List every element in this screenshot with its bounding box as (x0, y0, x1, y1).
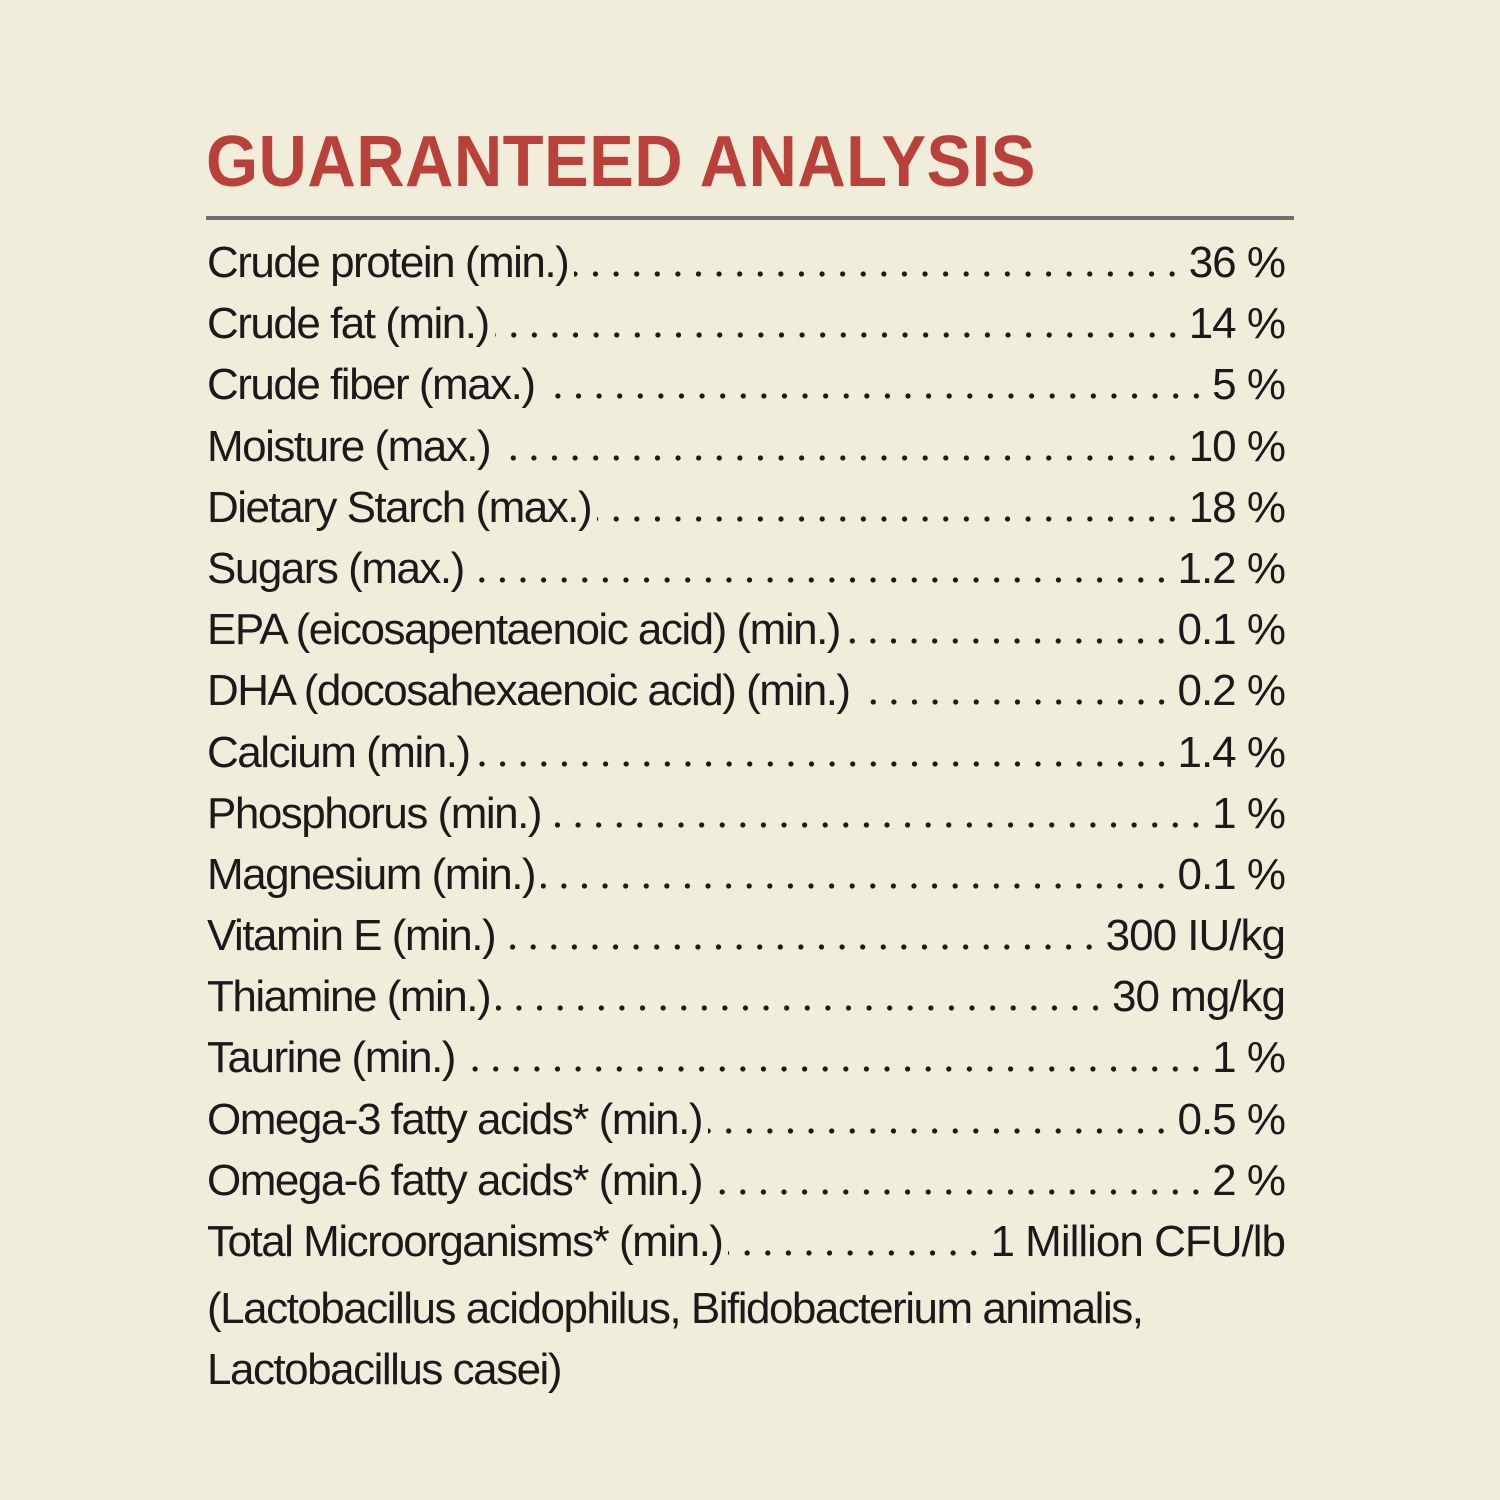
row-value: 0.1 % (1177, 605, 1285, 655)
row-label: Omega-3 fatty acids* (min.) (207, 1094, 704, 1144)
analysis-row-omega-3: Omega-3 fatty acids* (min.) 0.5 % (207, 1095, 1285, 1156)
row-value: 1 % (1212, 788, 1285, 838)
row-label: DHA (docosahexaenoic acid) (min.) (207, 666, 851, 716)
analysis-row-epa: EPA (eicosapentaenoic acid) (min.) 0.1 % (207, 605, 1285, 666)
dot-leader (541, 879, 1172, 889)
analysis-row-crude-protein: Crude protein (min.) 36 % (207, 238, 1285, 299)
dot-leader (469, 573, 1172, 583)
row-value: 1 Million CFU/lb (990, 1217, 1285, 1266)
row-value: 1.4 % (1177, 727, 1285, 777)
analysis-row-crude-fat: Crude fat (min.) 14 % (207, 299, 1285, 360)
row-label: Vitamin E (min.) (207, 911, 497, 961)
row-label: Dietary Starch (max.) (207, 482, 593, 532)
analysis-list: Crude protein (min.) 36 % Crude fat (min… (207, 238, 1285, 1401)
row-label: Total Microorganisms* (min.) (207, 1217, 724, 1266)
dot-leader (494, 328, 1183, 339)
row-value: 36 % (1188, 238, 1285, 287)
dot-leader (501, 940, 1100, 951)
dot-leader (845, 634, 1172, 645)
row-value: 5 % (1212, 360, 1285, 410)
analysis-row-vitamin-e: Vitamin E (min.) 300 IU/kg (207, 911, 1285, 972)
dot-leader (597, 512, 1183, 522)
analysis-row-taurine: Taurine (min.) 1 % (207, 1033, 1285, 1094)
row-value: 0.1 % (1177, 849, 1285, 899)
row-value: 2 % (1212, 1155, 1285, 1205)
row-value: 0.2 % (1177, 666, 1285, 716)
analysis-row-sugars: Sugars (max.) 1.2 % (207, 544, 1285, 605)
analysis-row-moisture: Moisture (max.) 10 % (207, 422, 1285, 483)
dot-leader (728, 1246, 985, 1256)
panel-title: GUARANTEED ANALYSIS (206, 122, 1036, 202)
dot-leader (496, 1001, 1106, 1012)
row-label: Taurine (min.) (207, 1033, 456, 1083)
row-value: 300 IU/kg (1105, 911, 1285, 961)
row-value: 10 % (1188, 421, 1285, 471)
row-label: Phosphorus (min.) (207, 788, 542, 838)
dot-leader (708, 1124, 1172, 1134)
analysis-row-calcium: Calcium (min.) 1.4 % (207, 728, 1285, 789)
row-value: 1 % (1212, 1033, 1285, 1083)
row-label: Calcium (min.) (207, 727, 471, 777)
row-value: 1.2 % (1177, 543, 1285, 593)
analysis-row-dietary-starch: Dietary Starch (max.) 18 % (207, 483, 1285, 544)
dot-leader (546, 818, 1207, 828)
row-label: Thiamine (min.) (207, 972, 492, 1022)
row-value: 14 % (1188, 299, 1285, 349)
row-value: 18 % (1188, 482, 1285, 532)
microorganism-footnote-line-1: (Lactobacillus acidophilus, Bifidobacter… (207, 1284, 1144, 1334)
row-label: Sugars (max.) (207, 543, 465, 593)
dot-leader (574, 267, 1183, 277)
dot-leader (496, 451, 1183, 461)
analysis-row-crude-fiber: Crude fiber (max.) 5 % (207, 360, 1285, 421)
row-label: Crude fiber (max.) (207, 360, 536, 410)
analysis-row-phosphorus: Phosphorus (min.) 1 % (207, 789, 1285, 850)
row-label: Crude fat (min.) (207, 299, 490, 349)
microorganism-footnote-line-2: Lactobacillus casei) (207, 1345, 562, 1395)
analysis-row-total-microorganisms: Total Microorganisms* (min.) 1 Million C… (207, 1217, 1285, 1278)
row-label: Crude protein (min.) (207, 238, 570, 287)
analysis-row-magnesium: Magnesium (min.) 0.1 % (207, 850, 1285, 911)
row-label: Omega-6 fatty acids* (min.) (207, 1155, 704, 1205)
dot-leader (540, 389, 1207, 400)
analysis-row-dha: DHA (docosahexaenoic acid) (min.) 0.2 % (207, 666, 1285, 727)
analysis-row-omega-6: Omega-6 fatty acids* (min.) 2 % (207, 1156, 1285, 1217)
title-divider (206, 216, 1294, 220)
dot-leader (475, 757, 1172, 767)
row-value: 0.5 % (1177, 1094, 1285, 1144)
dot-leader (855, 695, 1172, 706)
analysis-row-thiamine: Thiamine (min.) 30 mg/kg (207, 972, 1285, 1033)
row-label: Moisture (max.) (207, 421, 492, 471)
dot-leader (708, 1185, 1207, 1195)
row-value: 30 mg/kg (1112, 972, 1285, 1022)
dot-leader (460, 1062, 1207, 1073)
row-label: EPA (eicosapentaenoic acid) (min.) (207, 605, 841, 655)
row-label: Magnesium (min.) (207, 849, 537, 899)
